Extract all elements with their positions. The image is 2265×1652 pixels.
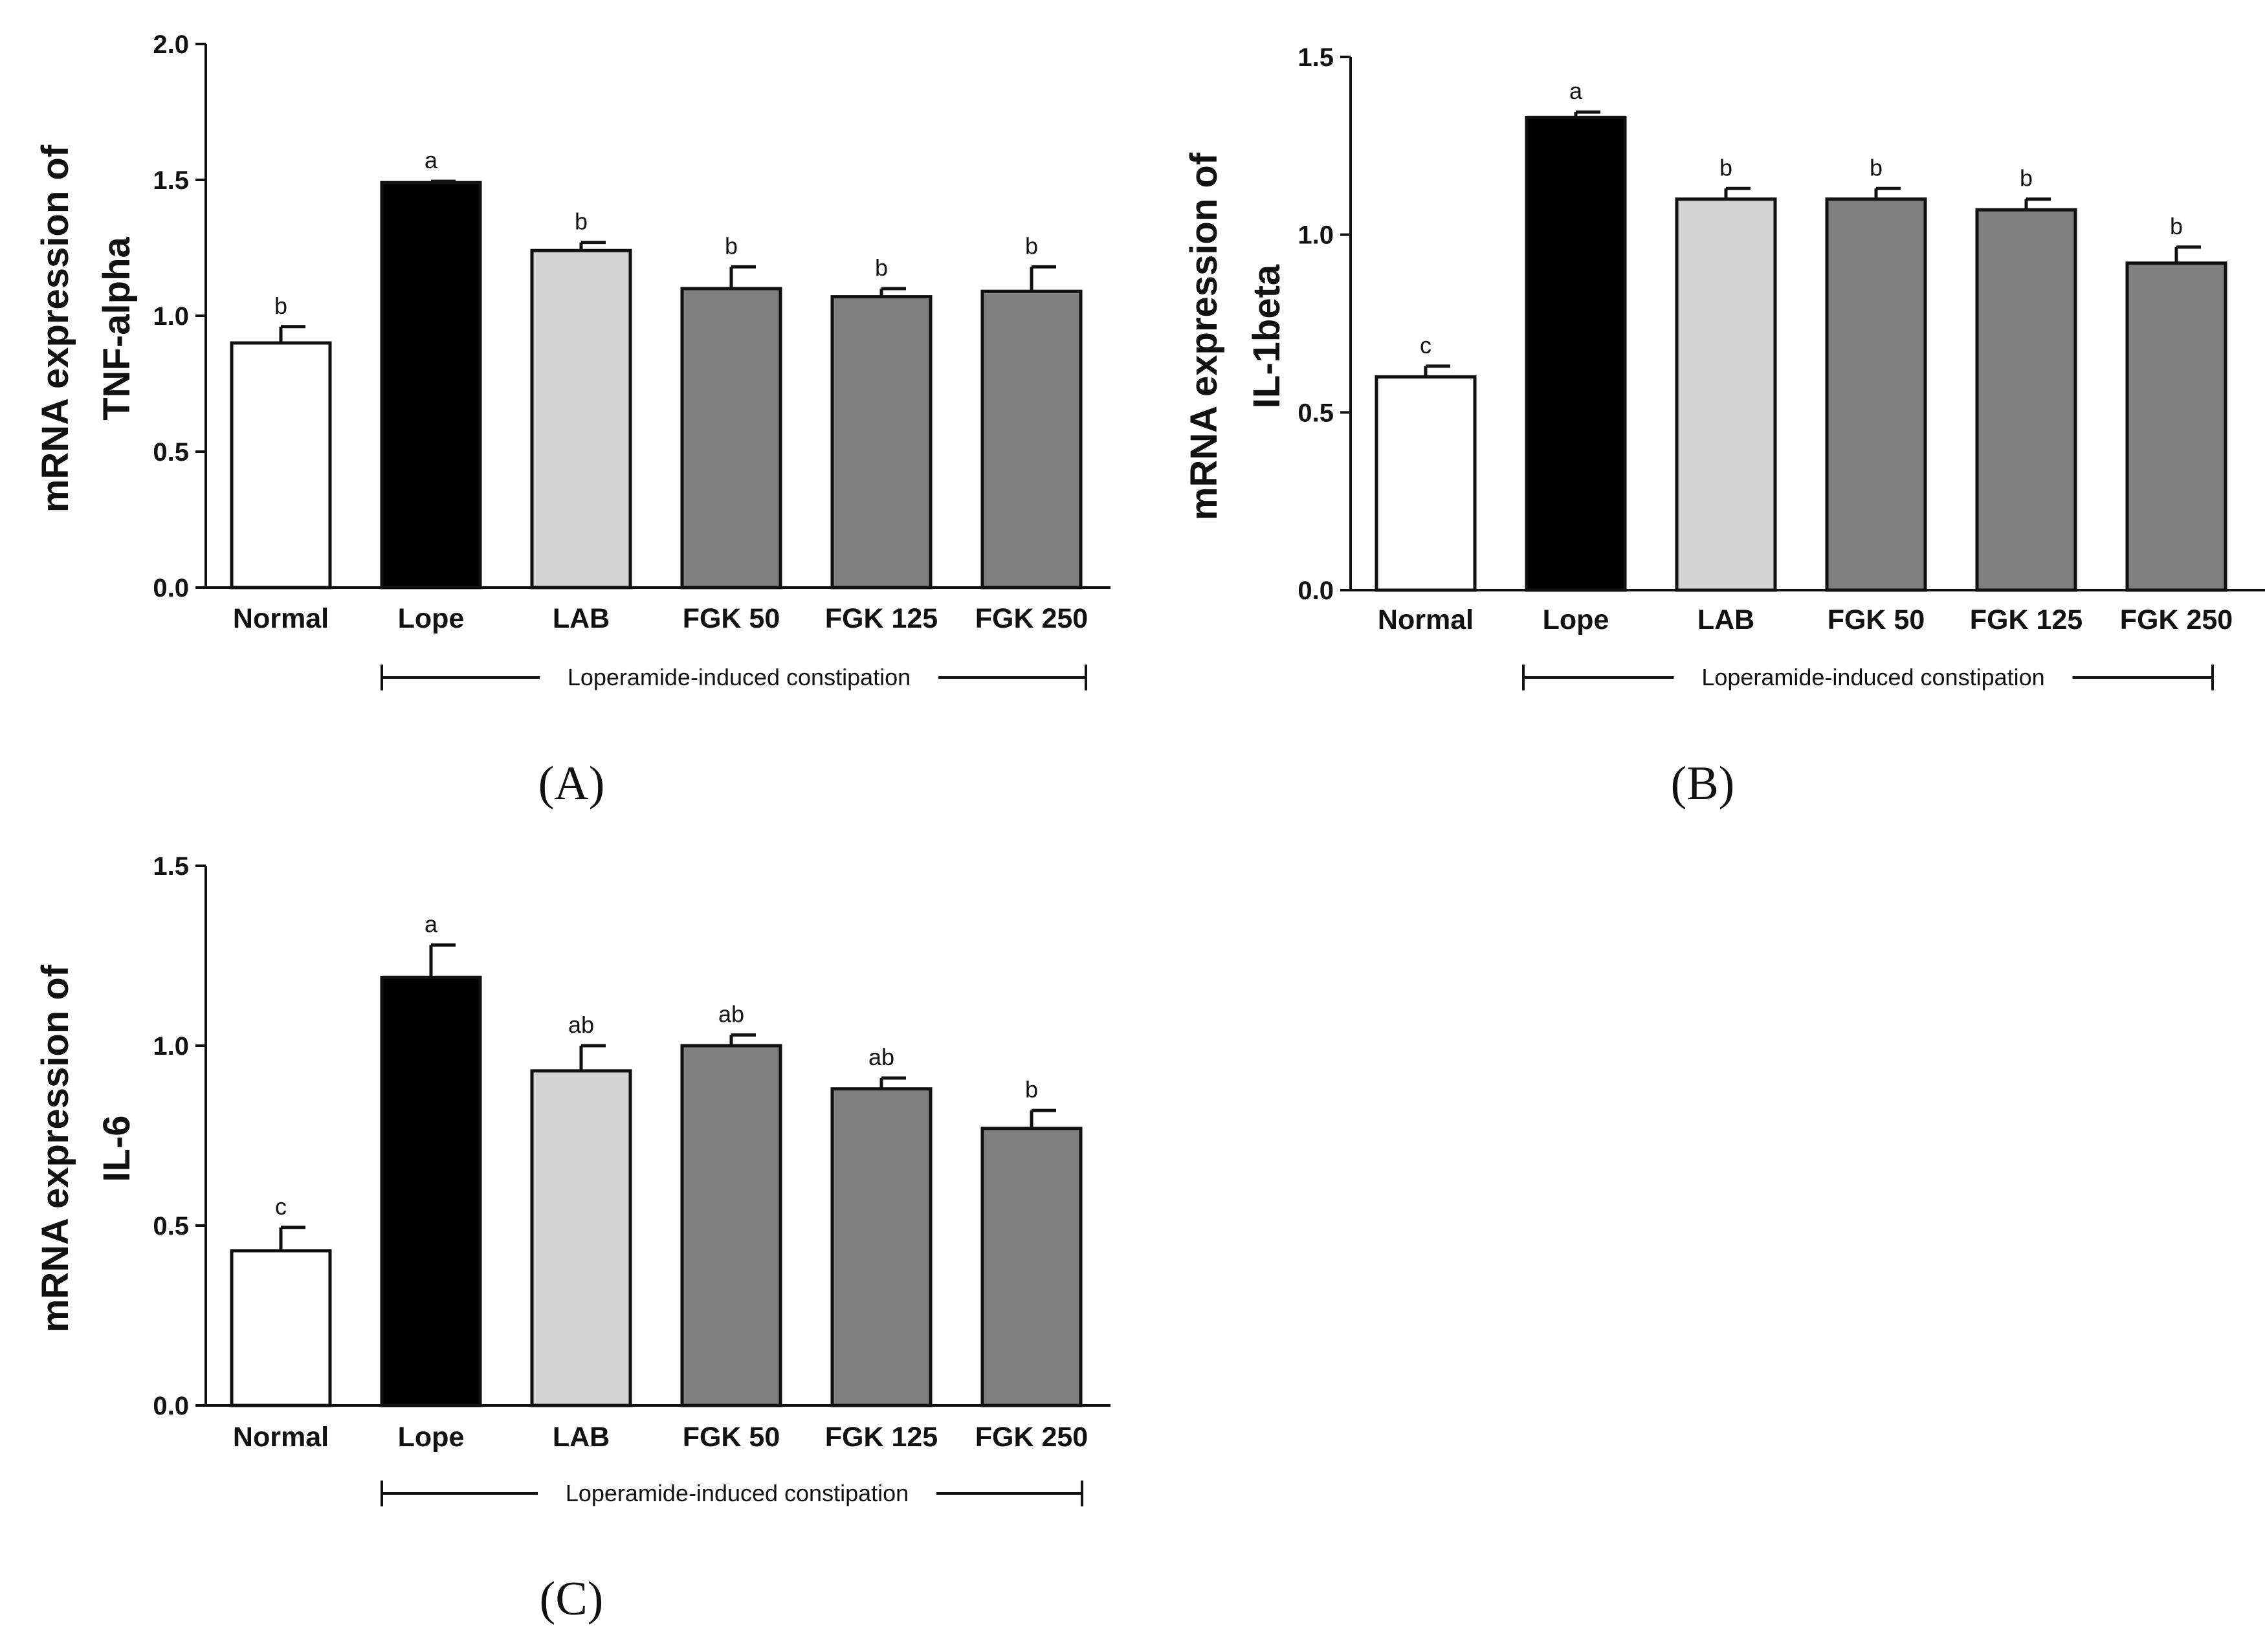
bar-5 xyxy=(1975,208,2077,592)
chart-panel-a: 0.0 0.5 1.0 1.5 2.0 mRNA expression of TNF-alp… xyxy=(34,30,1110,810)
x-category-label: FGK 125 xyxy=(1970,604,2083,635)
x-category-label: Normal xyxy=(233,1422,329,1453)
x-category-label: Normal xyxy=(1378,604,1474,635)
significance-label: b xyxy=(1719,154,1732,181)
bar-6 xyxy=(980,289,1083,589)
y-axis-label-line2: TNF-alpha xyxy=(96,236,138,420)
x-category-label: FGK 125 xyxy=(825,1422,938,1453)
bar-2 xyxy=(380,975,482,1407)
significance-label: a xyxy=(425,147,438,173)
bar-4 xyxy=(1825,197,1927,592)
significance-label: b xyxy=(575,208,588,235)
significance-label: b xyxy=(1870,154,1883,181)
y-tick-label: 0.0 xyxy=(153,574,189,602)
y-tick-label: 1.5 xyxy=(153,166,189,195)
y-axis-label-line1: mRNA expression of xyxy=(34,144,76,512)
bracket-label: Loperamide-induced constipation xyxy=(1701,664,2044,690)
bar-4 xyxy=(680,287,782,589)
significance-label: b xyxy=(725,232,738,259)
y-axis-label-line2: IL-1beta xyxy=(1246,264,1288,408)
chart-panel-c: 0.0 0.5 1.0 1.5 mRNA expression of IL-6 c Norma… xyxy=(34,852,1110,1625)
significance-label: b xyxy=(1025,232,1038,259)
x-category-label: Lope xyxy=(398,1422,465,1453)
bar-5 xyxy=(830,1087,933,1407)
significance-label: a xyxy=(1569,78,1583,104)
chart-panel-b: 0.0 0.5 1.0 1.5 mRNA expression of IL-1beta c N… xyxy=(1183,43,2265,810)
bar-2 xyxy=(1525,115,1627,592)
bar-1 xyxy=(230,1249,332,1407)
x-category-label: FGK 50 xyxy=(683,603,780,634)
bar-6 xyxy=(2125,261,2227,592)
y-tick-label: 1.5 xyxy=(153,852,189,881)
y-tick-label: 2.0 xyxy=(153,30,189,59)
bar-3 xyxy=(530,248,632,589)
y-tick-label: 0.5 xyxy=(1298,399,1334,427)
x-category-label: LAB xyxy=(553,1422,610,1453)
x-category-label: FGK 250 xyxy=(2120,604,2233,635)
x-category-label: FGK 125 xyxy=(825,603,938,634)
panel-label: (B) xyxy=(1671,757,1735,810)
x-category-label: FGK 50 xyxy=(1828,604,1925,635)
x-category-label: FGK 50 xyxy=(683,1422,780,1453)
significance-label: b xyxy=(2170,213,2183,239)
bar-1 xyxy=(1375,375,1477,592)
y-axis-label-line1: mRNA expression of xyxy=(34,964,76,1332)
y-tick-label: 1.0 xyxy=(1298,221,1334,250)
bar-6 xyxy=(980,1127,1083,1407)
y-axis-label-line1: mRNA expression of xyxy=(1183,152,1225,520)
y-tick-label: 1.5 xyxy=(1298,43,1334,72)
x-category-label: FGK 250 xyxy=(975,1422,1088,1453)
bar-2 xyxy=(380,181,482,589)
y-tick-label: 0.0 xyxy=(1298,577,1334,605)
bar-4 xyxy=(680,1044,782,1407)
significance-label: c xyxy=(1420,332,1431,358)
significance-label: ab xyxy=(868,1044,894,1070)
significance-label: b xyxy=(875,254,888,281)
bar-3 xyxy=(1675,197,1777,592)
panel-label: (C) xyxy=(540,1572,604,1625)
x-category-label: Lope xyxy=(1543,604,1609,635)
y-axis-label-line2: IL-6 xyxy=(96,1115,138,1182)
significance-label: ab xyxy=(718,1000,744,1027)
y-tick-label: 0.5 xyxy=(153,438,189,467)
significance-label: b xyxy=(274,292,287,319)
bar-1 xyxy=(230,341,332,589)
significance-label: b xyxy=(2020,165,2033,192)
x-category-label: LAB xyxy=(553,603,610,634)
y-tick-label: 0.5 xyxy=(153,1212,189,1240)
x-category-label: LAB xyxy=(1697,604,1754,635)
y-tick-label: 1.0 xyxy=(153,302,189,331)
bar-3 xyxy=(530,1069,632,1407)
significance-label: c xyxy=(275,1193,287,1220)
bracket-label: Loperamide-induced constipation xyxy=(566,1480,909,1506)
significance-label: a xyxy=(425,910,438,937)
significance-label: b xyxy=(1025,1076,1038,1103)
x-category-label: Normal xyxy=(233,603,329,634)
bracket-label: Loperamide-induced constipation xyxy=(568,664,911,690)
y-tick-label: 0.0 xyxy=(153,1392,189,1420)
x-category-label: Lope xyxy=(398,603,465,634)
significance-label: ab xyxy=(568,1011,594,1038)
panel-label: (A) xyxy=(538,757,605,810)
y-tick-label: 1.0 xyxy=(153,1032,189,1061)
x-category-label: FGK 250 xyxy=(975,603,1088,634)
bar-5 xyxy=(830,295,933,589)
